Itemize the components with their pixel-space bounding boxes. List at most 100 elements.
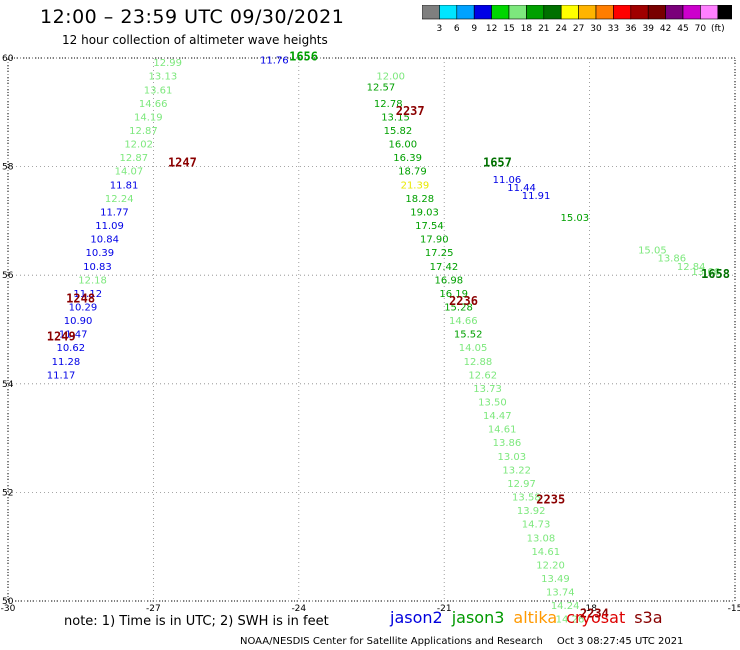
swh-value: 21.39 [401, 180, 430, 191]
swh-value: 15.52 [454, 330, 483, 341]
swh-value: 11.77 [100, 207, 129, 218]
satellite-tracks: 12.99 13.13 13.61 14.66 14.19 12.87 12.02 12.87… [47, 50, 730, 626]
swh-value: 11.06 [493, 175, 522, 186]
track-a: 12.99 13.13 13.61 14.66 14.19 12.87 12.02 12.87… [47, 58, 197, 381]
swh-value: 13.61 [144, 85, 173, 96]
swh-value: 16.00 [388, 140, 417, 151]
scale-label: 42 [660, 24, 671, 34]
swh-value: 13.74 [546, 588, 575, 599]
swh-value: 13.50 [478, 398, 507, 409]
swh-value: 14.24 [551, 601, 580, 612]
lon-tick-label: -15 [728, 604, 740, 614]
swh-value: 15.05 [638, 245, 667, 256]
swh-value: 13.13 [149, 72, 178, 83]
scale-label: 45 [677, 24, 688, 34]
pass-time-label: 2234 [580, 606, 609, 620]
credit-org: NOAA/NESDIS Center for Satellite Applica… [240, 636, 543, 647]
swh-value: 14.07 [115, 167, 144, 178]
satellite-jason2-label: jason2 [390, 608, 443, 627]
satellite-cryosat-label: cryosat [566, 608, 626, 627]
swh-value: 12.84 [677, 262, 706, 273]
pass-time-label: 1658 [701, 267, 730, 281]
scale-swatch [717, 5, 732, 20]
swh-value: 10.84 [90, 235, 119, 246]
map-border [7, 57, 736, 602]
scale-label: 39 [642, 24, 654, 34]
swh-value: 14.47 [483, 411, 512, 422]
scale-label: 30 [590, 24, 602, 34]
lat-tick-label: 50 [2, 597, 14, 607]
swh-value: 12.02 [124, 140, 153, 151]
pass-time-label: 2235 [536, 492, 565, 506]
pass-time-label: 1247 [168, 156, 197, 170]
swh-value: 12.78 [374, 99, 403, 110]
swh-value: 10.90 [64, 316, 93, 327]
scale-label: 24 [555, 24, 567, 34]
pass-time-label: 1249 [47, 329, 76, 343]
swh-value: 13.66 [691, 267, 720, 278]
graticule [7, 57, 736, 602]
swh-value: 14.66 [139, 99, 168, 110]
satellite-legend: jason2 jason3 altika cryosat s3a [390, 608, 672, 627]
swh-value: 13.03 [498, 452, 527, 463]
pass-time-label: 2237 [396, 104, 425, 118]
swh-value: 13.86 [657, 254, 686, 265]
swh-value: 14.61 [531, 547, 560, 558]
swh-value: 16.39 [393, 153, 422, 164]
swh-value: 12.87 [129, 126, 158, 137]
scale-label: 27 [573, 24, 584, 34]
swh-value: 14.66 [449, 316, 478, 327]
scale-label: 36 [625, 24, 637, 34]
swh-value: 13.86 [493, 438, 522, 449]
lon-tick-label: -27 [146, 604, 161, 614]
swh-value: 13.08 [527, 533, 556, 544]
swh-value: 15.82 [384, 126, 413, 137]
note-text: note: 1) Time is in UTC; 2) SWH is in fe… [64, 614, 329, 629]
scale-label: 15 [503, 24, 514, 34]
map-subtitle: 12 hour collection of altimeter wave hei… [62, 33, 328, 47]
satellite-altika-label: altika [513, 608, 558, 627]
swh-value: 17.25 [425, 248, 454, 259]
axis-tick-labels: -30 -27 -24 -21 -18 -15 50 52 54 56 58 60 [1, 54, 740, 614]
scale-label: 12 [486, 24, 497, 34]
lon-tick-label: -24 [291, 604, 306, 614]
credit-line: NOAA/NESDIS Center for Satellite Applica… [240, 636, 683, 647]
swh-value: 12.57 [367, 83, 396, 94]
swh-value: 13.58 [512, 493, 541, 504]
pass-time-label: 1248 [66, 291, 95, 305]
swh-value: 16.19 [439, 289, 468, 300]
swh-value: 11.91 [522, 191, 551, 202]
swh-value: 10.83 [83, 262, 112, 273]
swh-value: 18.28 [405, 194, 434, 205]
swh-value: 16.98 [435, 275, 464, 286]
swh-value: 14.61 [488, 425, 517, 436]
map-title: 12:00 – 23:59 UTC 09/30/2021 [40, 6, 345, 28]
lat-tick-label: 52 [2, 488, 13, 498]
swh-value: 10.39 [86, 248, 115, 259]
pass-time-label: 1657 [483, 156, 512, 170]
scale-label: 18 [521, 24, 533, 34]
pass-time-label: 2236 [449, 294, 478, 308]
swh-value: 19.03 [410, 207, 439, 218]
swh-value: 12.20 [536, 560, 565, 571]
lat-tick-label: 54 [2, 380, 14, 390]
swh-value: 14.26 [556, 615, 585, 626]
swh-value: 12.97 [507, 479, 536, 490]
swh-value: 11.12 [73, 289, 102, 300]
swh-value: 12.18 [78, 275, 107, 286]
swh-value: 11.17 [47, 370, 76, 381]
swh-value: 18.79 [398, 167, 427, 178]
lon-tick-label: -30 [1, 604, 16, 614]
swh-value: 12.88 [464, 357, 493, 368]
swh-value: 15.28 [444, 302, 473, 313]
swh-value: 11.09 [95, 221, 124, 232]
scale-label: 3 [437, 24, 443, 34]
swh-value: 17.42 [430, 262, 459, 273]
satellite-s3a-label: s3a [634, 608, 663, 627]
pass-time-label: 1656 [289, 50, 318, 64]
scale-label: 21 [538, 24, 549, 34]
swh-value: 13.22 [502, 465, 531, 476]
swh-value: 13.15 [381, 112, 410, 123]
